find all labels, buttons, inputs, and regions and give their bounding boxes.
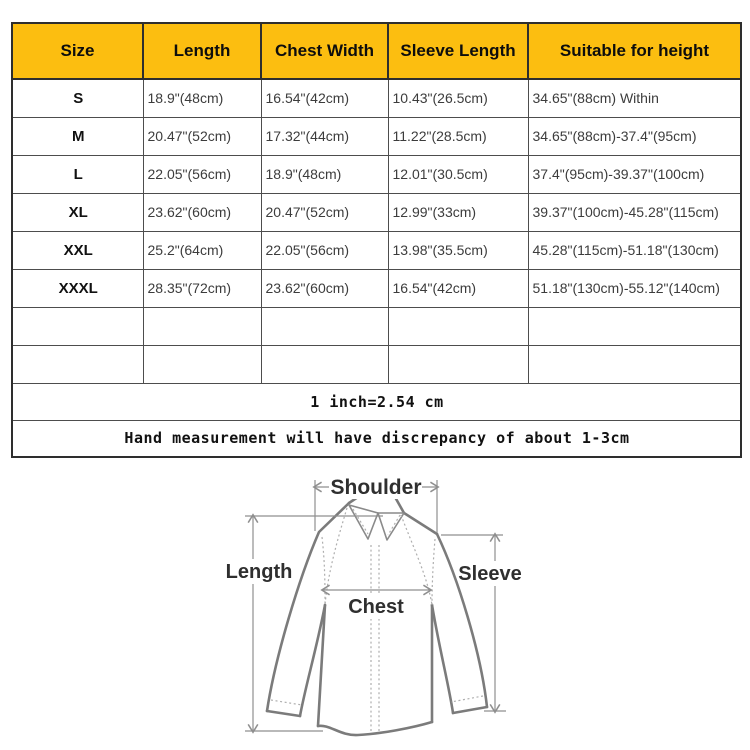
table-row-s: S 18.9"(48cm) 16.54"(42cm) 10.43"(26.5cm… <box>11 78 742 118</box>
left-sleeve <box>265 501 351 713</box>
empty-cell <box>11 344 144 384</box>
empty-cell <box>142 344 262 384</box>
size-value: XXXL <box>11 268 144 308</box>
left-armhole-seam <box>321 536 326 606</box>
empty-cell <box>387 306 529 346</box>
chest-value: 17.32"(44cm) <box>260 116 389 156</box>
height-value: 37.4"(95cm)-39.37"(100cm) <box>527 154 742 194</box>
table-row-empty <box>11 306 742 346</box>
shirt-measurement-diagram: Shoulder Length Sleeve Chest <box>180 455 600 750</box>
size-value: XL <box>11 192 144 232</box>
height-value: 39.37"(100cm)-45.28"(115cm) <box>527 192 742 232</box>
stitch-seams <box>270 507 484 732</box>
header-size: Size <box>11 22 144 80</box>
shirt-diagram-svg: Shoulder Length Sleeve Chest <box>226 475 522 737</box>
right-lapel-stitch <box>387 514 401 536</box>
size-value: L <box>11 154 144 194</box>
empty-cell <box>260 306 389 346</box>
left-lapel-stitch <box>352 508 369 535</box>
sleeve-value: 11.22"(28.5cm) <box>387 116 529 156</box>
length-label-bg <box>228 559 290 584</box>
sleeve-value: 10.43"(26.5cm) <box>387 78 529 118</box>
table-row-xxxl: XXXL 28.35"(72cm) 23.62"(60cm) 16.54"(42… <box>11 268 742 308</box>
table-row-m: M 20.47"(52cm) 17.32"(44cm) 11.22"(28.5c… <box>11 116 742 156</box>
chest-label-bg <box>346 595 406 619</box>
note-row-measurement-discrepancy: Hand measurement will have discrepancy o… <box>11 419 742 458</box>
empty-cell <box>527 306 742 346</box>
right-cuff <box>451 705 489 715</box>
length-value: 25.2"(64cm) <box>142 230 262 270</box>
table-row-l: L 22.05"(56cm) 18.9"(48cm) 12.01"(30.5cm… <box>11 154 742 194</box>
chest-value: 20.47"(52cm) <box>260 192 389 232</box>
header-length: Length <box>142 22 262 80</box>
length-value: 23.62"(60cm) <box>142 192 262 232</box>
sleeve-value: 12.99"(33cm) <box>387 192 529 232</box>
diagram-labels: Shoulder Length Sleeve Chest <box>226 475 522 619</box>
length-value: 18.9"(48cm) <box>142 78 262 118</box>
note-row-inch-conversion: 1 inch=2.54 cm <box>11 382 742 421</box>
size-value: M <box>11 116 144 156</box>
height-value: 34.65"(88cm) Within <box>527 78 742 118</box>
length-value: 20.47"(52cm) <box>142 116 262 156</box>
sleeve-value: 13.98"(35.5cm) <box>387 230 529 270</box>
empty-cell <box>387 344 529 384</box>
table-row-xxl: XXL 25.2"(64cm) 22.05"(56cm) 13.98"(35.5… <box>11 230 742 270</box>
right-sleeve <box>435 532 489 709</box>
collar-lapels <box>348 504 405 541</box>
length-value: 22.05"(56cm) <box>142 154 262 194</box>
size-chart-table: Size Length Chest Width Sleeve Length Su… <box>11 22 742 458</box>
left-yoke-seam <box>324 507 348 606</box>
header-suitable-height: Suitable for height <box>527 22 742 80</box>
height-value: 45.28"(115cm)-51.18"(130cm) <box>527 230 742 270</box>
right-cuff-stitch <box>450 695 484 703</box>
sleeve-label: Sleeve <box>458 563 521 585</box>
length-label: Length <box>226 561 293 583</box>
size-value: S <box>11 78 144 118</box>
measurement-discrepancy-note: Hand measurement will have discrepancy o… <box>11 419 742 458</box>
header-row: Size Length Chest Width Sleeve Length Su… <box>11 22 742 80</box>
header-chest-width: Chest Width <box>260 22 389 80</box>
sleeve-value: 16.54"(42cm) <box>387 268 529 308</box>
right-armhole-seam <box>431 538 436 606</box>
chest-value: 22.05"(56cm) <box>260 230 389 270</box>
length-value: 28.35"(72cm) <box>142 268 262 308</box>
left-sleeve-inner <box>298 603 327 718</box>
hem <box>316 720 434 737</box>
table-row-empty <box>11 344 742 384</box>
chest-label: Chest <box>348 596 404 618</box>
chest-value: 16.54"(42cm) <box>260 78 389 118</box>
empty-cell <box>142 306 262 346</box>
sleeve-label-bg <box>461 561 519 586</box>
height-value: 34.65"(88cm)-37.4"(95cm) <box>527 116 742 156</box>
left-cuff-stitch <box>270 699 303 706</box>
right-lapel <box>377 512 405 541</box>
shoulder-label: Shoulder <box>330 476 421 499</box>
inch-conversion-note: 1 inch=2.54 cm <box>11 382 742 421</box>
empty-cell <box>527 344 742 384</box>
chest-value: 18.9"(48cm) <box>260 154 389 194</box>
chest-value: 23.62"(60cm) <box>260 268 389 308</box>
empty-cell <box>260 344 389 384</box>
right-sleeve-inner <box>430 603 455 715</box>
header-sleeve-length: Sleeve Length <box>387 22 529 80</box>
right-yoke-seam <box>400 514 433 606</box>
shoulder-label-bg <box>329 475 422 499</box>
body-left-side <box>316 603 327 728</box>
left-cuff <box>265 709 302 718</box>
empty-cell <box>11 306 144 346</box>
size-value: XXL <box>11 230 144 270</box>
table-row-xl: XL 23.62"(60cm) 20.47"(52cm) 12.99"(33cm… <box>11 192 742 232</box>
sleeve-value: 12.01"(30.5cm) <box>387 154 529 194</box>
height-value: 51.18"(130cm)-55.12"(140cm) <box>527 268 742 308</box>
